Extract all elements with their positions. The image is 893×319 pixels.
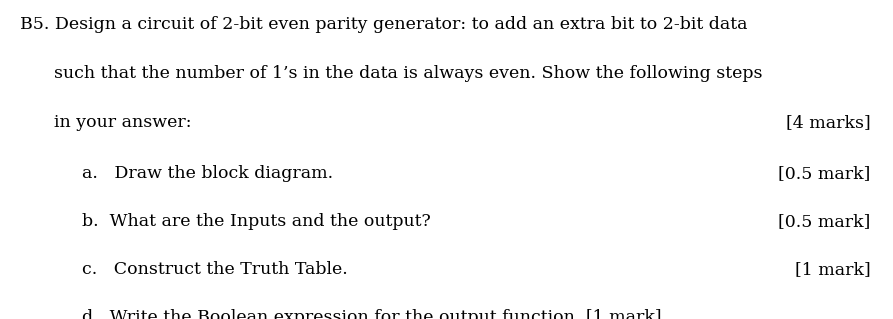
Text: in your answer:: in your answer: [54,114,191,131]
Text: such that the number of 1’s in the data is always even. Show the following steps: such that the number of 1’s in the data … [54,65,762,82]
Text: a.   Draw the block diagram.: a. Draw the block diagram. [82,166,333,182]
Text: [4 marks]: [4 marks] [786,114,871,131]
Text: B5. Design a circuit of 2-bit even parity generator: to add an extra bit to 2-bi: B5. Design a circuit of 2-bit even parit… [20,17,747,33]
Text: c.   Construct the Truth Table.: c. Construct the Truth Table. [82,261,348,278]
Text: [1 mark]: [1 mark] [795,261,871,278]
Text: b.  What are the Inputs and the output?: b. What are the Inputs and the output? [82,213,431,230]
Text: [0.5 mark]: [0.5 mark] [779,166,871,182]
Text: d.  Write the Boolean expression for the output function. [1 mark]: d. Write the Boolean expression for the … [82,309,662,319]
Text: [0.5 mark]: [0.5 mark] [779,213,871,230]
